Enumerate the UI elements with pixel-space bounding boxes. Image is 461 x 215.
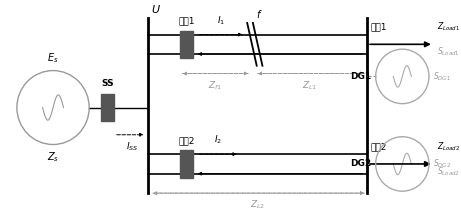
Text: 保护2: 保护2 xyxy=(178,137,195,146)
Text: $E_s$: $E_s$ xyxy=(47,51,59,65)
Text: $S_{DG1}$: $S_{DG1}$ xyxy=(433,70,451,83)
Text: $Z_{Load2}$: $Z_{Load2}$ xyxy=(437,140,460,153)
Bar xyxy=(180,150,193,178)
Text: $S_{Load1}$: $S_{Load1}$ xyxy=(437,46,459,58)
Text: $Z_{L2}$: $Z_{L2}$ xyxy=(250,199,266,212)
Text: DG2: DG2 xyxy=(350,160,371,168)
Bar xyxy=(180,31,193,58)
Text: $I_1$: $I_1$ xyxy=(217,14,225,27)
Text: $U$: $U$ xyxy=(151,3,161,15)
Text: $S_{DG2}$: $S_{DG2}$ xyxy=(433,158,451,170)
Text: $I_2$: $I_2$ xyxy=(214,134,222,146)
Text: 负载1: 负载1 xyxy=(371,22,387,31)
Text: $Z_{L1}$: $Z_{L1}$ xyxy=(302,79,318,92)
Text: 保护1: 保护1 xyxy=(178,17,195,26)
Text: $Z_{Load1}$: $Z_{Load1}$ xyxy=(437,21,460,33)
Text: $Z_{f1}$: $Z_{f1}$ xyxy=(208,79,222,92)
Text: 负载2: 负载2 xyxy=(371,142,387,151)
Text: $f$: $f$ xyxy=(256,8,262,20)
Text: $S_{Load2}$: $S_{Load2}$ xyxy=(437,166,459,178)
Text: DG1: DG1 xyxy=(350,72,371,81)
Text: $Z_s$: $Z_s$ xyxy=(47,150,59,164)
Text: $I_{SS}$: $I_{SS}$ xyxy=(126,141,139,153)
Text: SS: SS xyxy=(101,79,113,88)
Bar xyxy=(100,94,114,121)
